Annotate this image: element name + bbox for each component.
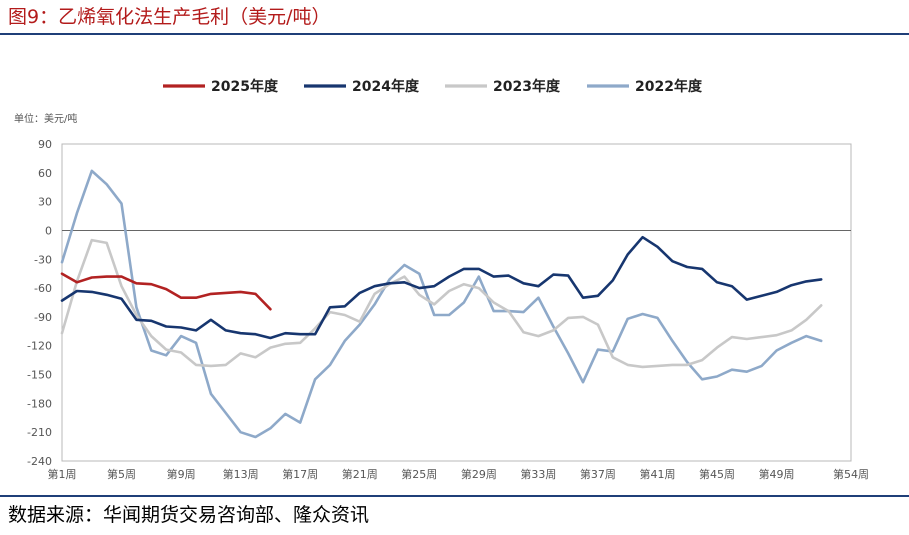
x-tick-label: 第25周 bbox=[401, 467, 437, 481]
y-tick-label: -240 bbox=[27, 455, 52, 468]
series-line-2024年度 bbox=[60, 235, 823, 340]
unit-label: 单位：美元/吨 bbox=[14, 112, 77, 125]
x-tick-label: 第45周 bbox=[699, 467, 735, 481]
x-tick-label: 第5周 bbox=[107, 467, 136, 481]
y-tick-label: 90 bbox=[38, 138, 52, 151]
series-line-2022年度 bbox=[60, 169, 823, 439]
figure-title: 图9：乙烯氧化法生产毛利（美元/吨） bbox=[8, 6, 331, 28]
y-tick-label: -150 bbox=[27, 369, 52, 382]
x-tick-label: 第33周 bbox=[520, 467, 556, 481]
x-tick-label: 第9周 bbox=[167, 467, 196, 481]
legend-item: 2023年度 bbox=[445, 78, 561, 95]
y-tick-label: -120 bbox=[27, 340, 52, 353]
x-tick-label: 第41周 bbox=[639, 467, 675, 481]
y-axis: 90 60 30 0 -30 -60 -90 -120 -150 -180 -210 -240 bbox=[27, 138, 52, 468]
y-tick-label: 30 bbox=[38, 196, 52, 209]
top-rule bbox=[0, 33, 909, 35]
x-tick-label: 第49周 bbox=[759, 467, 795, 481]
legend-item: 2025年度 bbox=[163, 78, 279, 95]
x-tick-label: 第13周 bbox=[223, 467, 259, 481]
legend: 2025年度 2024年度 2023年度 2022年度 bbox=[163, 78, 703, 95]
y-tick-label: 60 bbox=[38, 167, 52, 180]
legend-label: 2025年度 bbox=[211, 78, 279, 95]
plot-frame bbox=[61, 143, 852, 462]
source-note: 数据来源：华闻期货交易咨询部、隆众资讯 bbox=[8, 504, 370, 526]
legend-item: 2022年度 bbox=[587, 78, 703, 95]
x-tick-label: 第1周 bbox=[48, 467, 77, 481]
y-tick-label: -210 bbox=[27, 426, 52, 439]
y-tick-label: 0 bbox=[45, 224, 52, 237]
y-tick-label: -90 bbox=[34, 311, 52, 324]
x-tick-label: 第37周 bbox=[580, 467, 616, 481]
legend-label: 2022年度 bbox=[635, 78, 703, 95]
x-tick-label: 第54周 bbox=[833, 467, 869, 481]
x-tick-label: 第21周 bbox=[342, 467, 378, 481]
legend-label: 2023年度 bbox=[493, 78, 561, 95]
legend-label: 2024年度 bbox=[352, 78, 420, 95]
line-chart: 2025年度 2024年度 2023年度 2022年度 单位：美元/吨 90 60 30 0… bbox=[14, 78, 870, 481]
x-tick-label: 第29周 bbox=[461, 467, 497, 481]
series-line-2023年度 bbox=[60, 238, 823, 369]
series-lines bbox=[60, 169, 823, 439]
bottom-rule bbox=[0, 495, 909, 497]
x-tick-label: 第17周 bbox=[282, 467, 318, 481]
x-axis: 第1周 第5周 第9周 第13周 第17周 第21周 第25周 第29周 第33周 第37周 第41… bbox=[48, 467, 870, 481]
y-tick-label: -30 bbox=[34, 253, 52, 266]
y-tick-label: -180 bbox=[27, 397, 52, 410]
legend-item: 2024年度 bbox=[304, 78, 420, 95]
series-line-2025年度 bbox=[60, 272, 272, 311]
y-tick-label: -60 bbox=[34, 282, 52, 295]
